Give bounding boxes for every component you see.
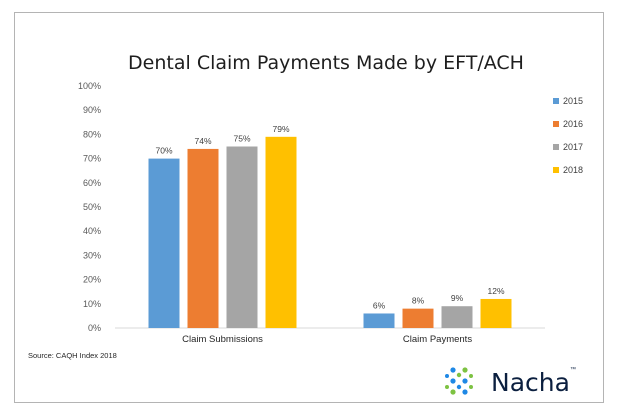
bar-2018 <box>480 298 512 328</box>
chart: Dental Claim Payments Made by EFT/ACH 0%… <box>28 52 583 397</box>
legend-label: 2017 <box>563 142 583 152</box>
nacha-logo: Nacha ™ <box>445 366 576 397</box>
logo-dot <box>445 374 449 378</box>
logo-dot <box>469 385 473 389</box>
logo-dot <box>469 374 473 378</box>
logo-dot <box>456 372 462 378</box>
y-tick-label: 70% <box>83 154 101 164</box>
y-axis-tick-labels: 0% 10% 20% 30% 40% 50% 60% 70% 80% 90% 100% <box>78 81 101 333</box>
bar-2017 <box>226 146 258 328</box>
y-tick-label: 10% <box>83 299 101 309</box>
bar-2015 <box>148 158 180 328</box>
data-label: 8% <box>412 296 425 306</box>
logo-dot <box>462 389 468 395</box>
y-tick-label: 20% <box>83 275 101 285</box>
y-tick-label: 60% <box>83 178 101 188</box>
legend-swatch <box>553 144 559 150</box>
data-label: 74% <box>194 136 211 146</box>
nacha-dots-icon <box>445 367 473 395</box>
bar-2017 <box>441 306 473 328</box>
bar-2015 <box>363 313 395 328</box>
bar-2016 <box>187 148 219 328</box>
y-tick-label: 80% <box>83 129 101 139</box>
logo-dot <box>450 378 456 384</box>
logo-text: Nacha <box>491 368 570 397</box>
data-label: 6% <box>373 300 386 310</box>
chart-frame: Dental Claim Payments Made by EFT/ACH 0%… <box>14 12 604 403</box>
legend-label: 2016 <box>563 119 583 129</box>
data-label: 79% <box>272 124 289 134</box>
bar-2016 <box>402 308 434 328</box>
logo-dot <box>456 384 462 390</box>
legend: 2015 2016 2017 2018 <box>553 96 583 175</box>
logo-dot <box>450 389 456 395</box>
data-label: 12% <box>487 286 504 296</box>
logo-trademark: ™ <box>570 366 576 373</box>
legend-swatch <box>553 167 559 173</box>
data-label: 70% <box>155 146 172 156</box>
logo-dot <box>450 367 456 373</box>
data-label: 75% <box>233 134 250 144</box>
data-label: 9% <box>451 293 464 303</box>
category-labels: Claim Submissions Claim Payments <box>182 334 472 345</box>
y-tick-label: 100% <box>78 81 101 91</box>
logo-dot <box>462 367 468 373</box>
y-tick-label: 50% <box>83 202 101 212</box>
bar-2018 <box>265 136 297 328</box>
y-tick-label: 40% <box>83 226 101 236</box>
legend-label: 2018 <box>563 165 583 175</box>
y-tick-label: 90% <box>83 105 101 115</box>
legend-label: 2015 <box>563 96 583 106</box>
category-label: Claim Payments <box>403 334 472 345</box>
y-tick-label: 30% <box>83 250 101 260</box>
category-label: Claim Submissions <box>182 334 263 345</box>
legend-swatch <box>553 121 559 127</box>
bars <box>148 136 512 328</box>
logo-dot <box>445 385 449 389</box>
legend-swatch <box>553 98 559 104</box>
y-tick-label: 0% <box>88 323 101 333</box>
data-labels: 70% 74% 75% 79% 6% 8% 9% 12% <box>155 124 504 311</box>
source-note: Source: CAQH Index 2018 <box>28 351 117 360</box>
logo-dot <box>462 378 468 384</box>
chart-title: Dental Claim Payments Made by EFT/ACH <box>128 52 524 74</box>
